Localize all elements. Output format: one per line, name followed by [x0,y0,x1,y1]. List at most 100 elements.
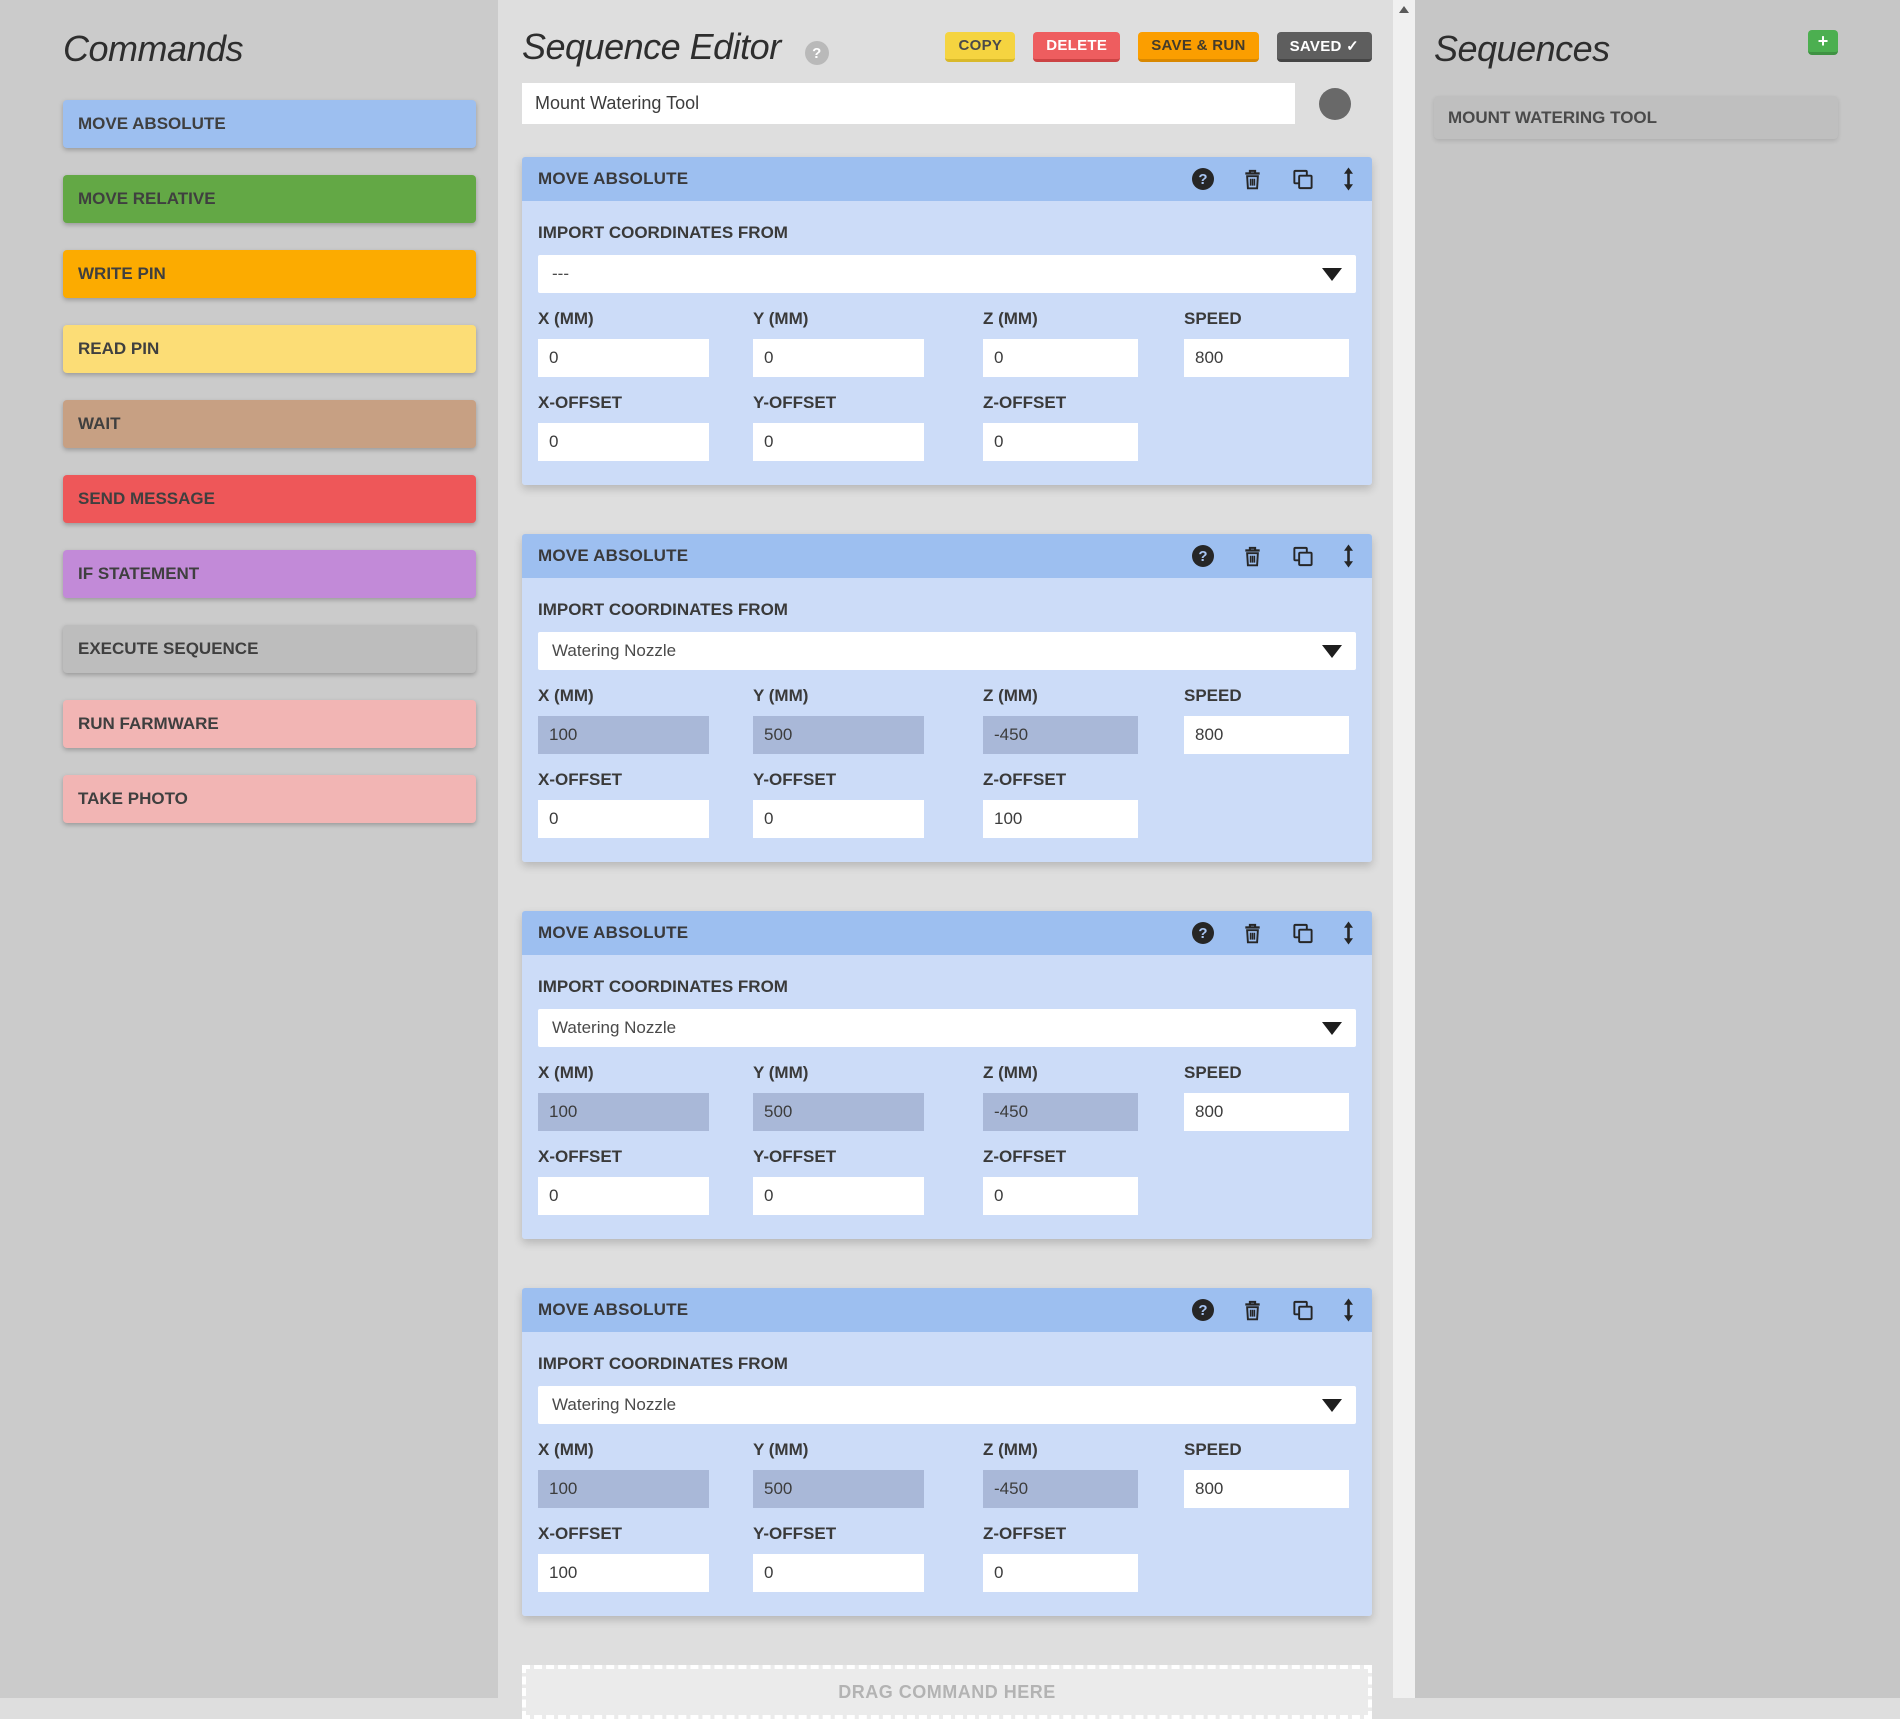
z-offset-input[interactable] [983,1177,1138,1215]
command-button[interactable]: MOVE RELATIVE [63,175,476,223]
command-button[interactable]: IF STATEMENT [63,550,476,598]
y-field: Y (MM) [753,686,983,754]
x-label: X (MM) [538,686,594,705]
z-input[interactable] [983,1470,1138,1508]
x-label: X (MM) [538,309,594,328]
speed-input[interactable] [1184,1093,1349,1131]
speed-input[interactable] [1184,716,1349,754]
x-offset-field: X-OFFSET [538,393,753,461]
dropdown-value: Watering Nozzle [552,1018,677,1037]
x-input[interactable] [538,339,709,377]
y-offset-label: Y-OFFSET [753,1147,837,1166]
command-button[interactable]: MOVE ABSOLUTE [63,100,476,148]
y-offset-input[interactable] [753,1554,924,1592]
sequence-list-item[interactable]: MOUNT WATERING TOOL [1434,96,1838,139]
editor-help-icon[interactable]: ? [804,41,829,65]
y-input[interactable] [753,1093,924,1131]
duplicate-icon[interactable] [1291,1299,1314,1322]
y-offset-input[interactable] [753,1177,924,1215]
drag-command-drop-zone[interactable]: DRAG COMMAND HERE [522,1665,1372,1719]
speed-label: SPEED [1184,309,1242,328]
sequences-title: Sequences [1434,28,1610,69]
x-offset-label: X-OFFSET [538,1524,623,1543]
command-button[interactable]: TAKE PHOTO [63,775,476,823]
speed-input[interactable] [1184,1470,1349,1508]
import-coordinates-dropdown[interactable]: Watering Nozzle [538,1009,1356,1047]
y-input[interactable] [753,339,924,377]
trash-icon[interactable] [1241,922,1264,945]
drop-zone-label: DRAG COMMAND HERE [838,1681,1056,1702]
z-input[interactable] [983,1093,1138,1131]
speed-field: SPEED [1184,309,1356,377]
dropdown-value: Watering Nozzle [552,641,677,660]
speed-field: SPEED [1184,1440,1356,1508]
command-button[interactable]: WAIT [63,400,476,448]
import-coordinates-dropdown[interactable]: Watering Nozzle [538,632,1356,670]
x-offset-input[interactable] [538,800,709,838]
move-step-icon[interactable] [1341,544,1356,568]
x-input[interactable] [538,716,709,754]
command-button-label: IF STATEMENT [78,564,200,583]
sequence-editor-panel: Sequence Editor ? COPY DELETE SAVE & RUN… [498,0,1393,1719]
help-icon[interactable]: ? [1192,1299,1214,1321]
y-offset-field: Y-OFFSET [753,770,983,838]
y-input[interactable] [753,1470,924,1508]
duplicate-icon[interactable] [1291,545,1314,568]
duplicate-icon[interactable] [1291,168,1314,191]
move-step-icon[interactable] [1341,921,1356,945]
offset-spacer [1184,1524,1356,1592]
sequence-color-indicator[interactable] [1319,87,1351,120]
import-coordinates-dropdown[interactable]: Watering Nozzle [538,1386,1356,1424]
step-title: MOVE ABSOLUTE [538,1300,689,1319]
delete-button[interactable]: DELETE [1033,32,1121,62]
scroll-up-button[interactable] [1393,0,1415,18]
duplicate-icon[interactable] [1291,922,1314,945]
z-offset-input[interactable] [983,1554,1138,1592]
command-button[interactable]: RUN FARMWARE [63,700,476,748]
copy-button[interactable]: COPY [945,32,1016,62]
scroll-up-icon [1399,5,1409,13]
x-offset-input[interactable] [538,1177,709,1215]
import-coordinates-dropdown[interactable]: --- [538,255,1356,293]
x-input[interactable] [538,1093,709,1131]
add-sequence-button[interactable]: + [1808,30,1838,55]
scrollbar[interactable] [1393,0,1415,1698]
command-button-label: TAKE PHOTO [78,789,188,808]
move-step-icon[interactable] [1341,167,1356,191]
speed-input[interactable] [1184,339,1349,377]
saved-button[interactable]: SAVED ✓ [1276,32,1372,62]
trash-icon[interactable] [1241,1299,1264,1322]
y-offset-input[interactable] [753,800,924,838]
command-button[interactable]: WRITE PIN [63,250,476,298]
x-label: X (MM) [538,1440,594,1459]
steps-container: MOVE ABSOLUTE ? [522,157,1372,1616]
help-icon[interactable]: ? [1192,168,1214,190]
save-run-button[interactable]: SAVE & RUN [1138,32,1259,62]
z-input[interactable] [983,339,1138,377]
trash-icon[interactable] [1241,545,1264,568]
sequence-name-input[interactable] [522,83,1295,124]
help-icon[interactable]: ? [1192,922,1214,944]
y-field: Y (MM) [753,309,983,377]
command-button-label: WRITE PIN [78,264,166,283]
command-button-label: MOVE RELATIVE [78,189,216,208]
x-input[interactable] [538,1470,709,1508]
command-button-label: SEND MESSAGE [78,489,215,508]
x-offset-input[interactable] [538,423,709,461]
y-input[interactable] [753,716,924,754]
z-input[interactable] [983,716,1138,754]
command-button[interactable]: READ PIN [63,325,476,373]
x-offset-input[interactable] [538,1554,709,1592]
z-offset-input[interactable] [983,423,1138,461]
z-offset-input[interactable] [983,800,1138,838]
step-body: IMPORT COORDINATES FROM Watering Nozzle … [522,578,1372,862]
command-button[interactable]: SEND MESSAGE [63,475,476,523]
y-offset-input[interactable] [753,423,924,461]
trash-icon[interactable] [1241,168,1264,191]
x-field: X (MM) [538,309,753,377]
help-icon[interactable]: ? [1192,545,1214,567]
move-step-icon[interactable] [1341,1298,1356,1322]
command-button[interactable]: EXECUTE SEQUENCE [63,625,476,673]
step-title: MOVE ABSOLUTE [538,546,689,565]
y-offset-field: Y-OFFSET [753,1524,983,1592]
